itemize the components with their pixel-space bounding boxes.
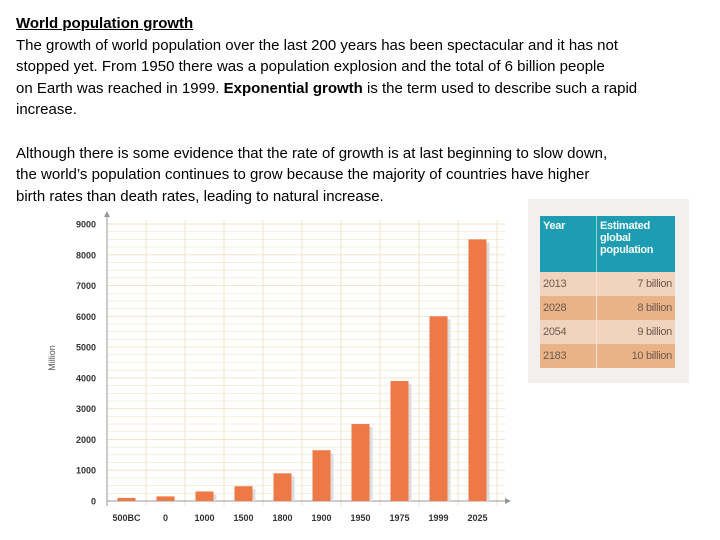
header-year: Year bbox=[540, 216, 597, 272]
y-tick-label: 9000 bbox=[76, 220, 96, 230]
x-tick-label: 1950 bbox=[350, 513, 370, 523]
population-projection-table-image: Year Estimated global population 2013 7 b… bbox=[528, 199, 689, 383]
cell-year: 2013 bbox=[540, 272, 597, 296]
x-tick-label: 1975 bbox=[389, 513, 409, 523]
x-tick-label: 1800 bbox=[272, 513, 292, 523]
x-tick-label: 0 bbox=[163, 513, 168, 523]
cell-year: 2028 bbox=[540, 296, 597, 320]
y-tick-label: 8000 bbox=[76, 250, 96, 260]
text-line: increase. bbox=[16, 101, 77, 119]
text-fragment: is the term used to describe such a rapi… bbox=[362, 79, 638, 97]
table-header-row: Year Estimated global population bbox=[540, 216, 675, 272]
heading: World population growth bbox=[16, 15, 194, 32]
y-tick-label: 3000 bbox=[76, 404, 96, 414]
cell-population: 8 billion bbox=[596, 296, 675, 320]
bar bbox=[234, 486, 253, 501]
table-row: 2028 8 billion bbox=[540, 296, 675, 320]
header-population: Estimated global population bbox=[596, 216, 675, 272]
bar bbox=[390, 380, 409, 501]
bar bbox=[429, 316, 448, 501]
table-row: 2013 7 billion bbox=[540, 272, 675, 296]
bar bbox=[195, 491, 214, 501]
y-tick-label: 1000 bbox=[76, 466, 96, 476]
cell-year: 2183 bbox=[540, 344, 597, 368]
population-projection-table: Year Estimated global population 2013 7 b… bbox=[540, 216, 675, 368]
text-line: birth rates than death rates, leading to… bbox=[16, 187, 384, 205]
table-row: 2054 9 billion bbox=[540, 320, 675, 344]
text-line: stopped yet. From 1950 there was a popul… bbox=[16, 58, 605, 76]
bar bbox=[312, 450, 331, 501]
x-tick-label: 1000 bbox=[194, 513, 214, 523]
x-tick-label: 500BC bbox=[112, 513, 141, 523]
y-tick-label: 0 bbox=[91, 497, 96, 507]
bar bbox=[156, 496, 175, 501]
y-tick-label: 5000 bbox=[76, 343, 96, 353]
bar bbox=[351, 424, 370, 501]
text-line: The growth of world population over the … bbox=[16, 36, 619, 54]
y-axis-arrow-icon bbox=[104, 211, 110, 217]
y-tick-label: 4000 bbox=[76, 373, 96, 383]
y-tick-label: 7000 bbox=[76, 281, 96, 291]
x-tick-label: 1900 bbox=[311, 513, 331, 523]
x-tick-label: 1500 bbox=[233, 513, 253, 523]
x-tick-label: 1999 bbox=[428, 513, 448, 523]
x-axis-arrow-icon bbox=[505, 498, 511, 504]
cell-year: 2054 bbox=[540, 320, 597, 344]
cell-population: 10 billion bbox=[596, 344, 675, 368]
bar bbox=[117, 497, 136, 501]
y-tick-label: 6000 bbox=[76, 312, 96, 322]
x-tick-label: 2025 bbox=[467, 513, 487, 523]
bar bbox=[468, 239, 487, 501]
y-tick-label: 2000 bbox=[76, 435, 96, 445]
cell-population: 9 billion bbox=[596, 320, 675, 344]
body-text: World population growth The growth of wo… bbox=[16, 13, 706, 207]
table-row: 2183 10 billion bbox=[540, 344, 675, 368]
bold-term: Exponential growth bbox=[223, 79, 363, 97]
cell-population: 7 billion bbox=[596, 272, 675, 296]
text-line: on Earth was reached in 1999. Exponentia… bbox=[16, 78, 706, 100]
text-line: the world’s population continues to grow… bbox=[16, 166, 590, 184]
text-line: Although there is some evidence that the… bbox=[16, 144, 608, 162]
y-axis-label: Million bbox=[47, 345, 57, 371]
bar bbox=[273, 473, 292, 501]
text-fragment: on Earth was reached in 1999. bbox=[16, 79, 224, 97]
